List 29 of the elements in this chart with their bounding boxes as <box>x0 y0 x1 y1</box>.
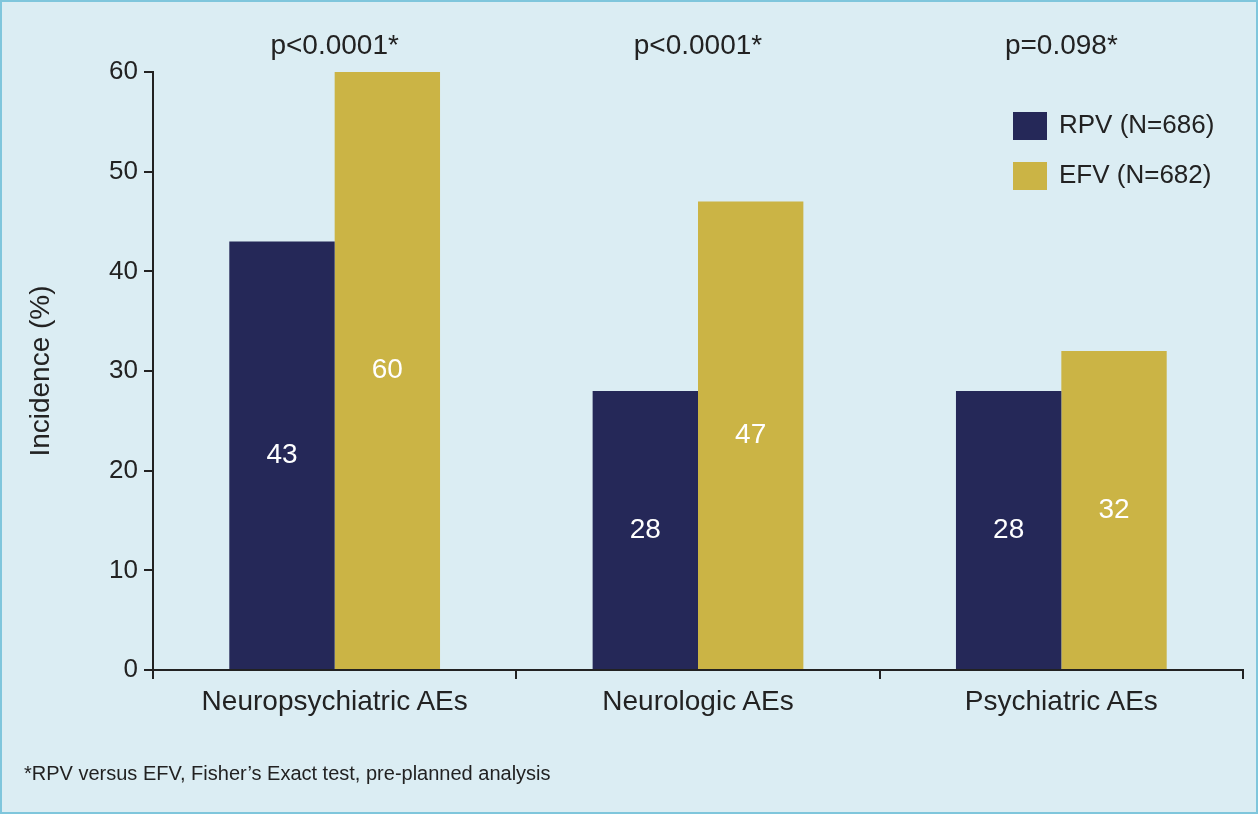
bar <box>1061 351 1167 669</box>
bar <box>229 241 335 669</box>
bar <box>592 390 698 669</box>
data-label: 43 <box>266 437 298 469</box>
y-tick-label: 30 <box>109 354 138 385</box>
data-label: 47 <box>735 418 767 449</box>
data-label: 60 <box>371 353 403 385</box>
y-tick-label: 40 <box>109 254 138 285</box>
bar <box>698 201 804 669</box>
legend-label: EFV (N=682) <box>1059 159 1212 190</box>
bar <box>334 72 441 669</box>
x-tick-label: Neurologic AEs <box>602 684 794 716</box>
text: *RPV versus EFV, Fisher’s Exact test, pre-planned analysis <box>24 762 551 785</box>
y-axis-title: Incidence (%) <box>23 285 55 457</box>
x-tick-label: Psychiatric AEs <box>964 684 1158 716</box>
text: p=0.098* <box>1004 29 1118 60</box>
data-label: 28 <box>993 512 1025 544</box>
data-label: 32 <box>1098 492 1130 524</box>
y-tick-label: 20 <box>109 453 138 484</box>
x-tick-label: Neuropsychiatric AEs <box>201 684 468 716</box>
bar <box>955 390 1062 669</box>
data-label: 28 <box>629 512 661 544</box>
text: p<0.0001* <box>633 29 763 60</box>
legend-label: RPV (N=686) <box>1059 109 1215 140</box>
y-tick-label: 60 <box>109 55 138 86</box>
y-tick-label: 50 <box>109 154 138 185</box>
y-tick-label: 0 <box>123 653 138 684</box>
y-tick-label: 10 <box>109 553 138 584</box>
text: p<0.0001* <box>270 29 399 60</box>
